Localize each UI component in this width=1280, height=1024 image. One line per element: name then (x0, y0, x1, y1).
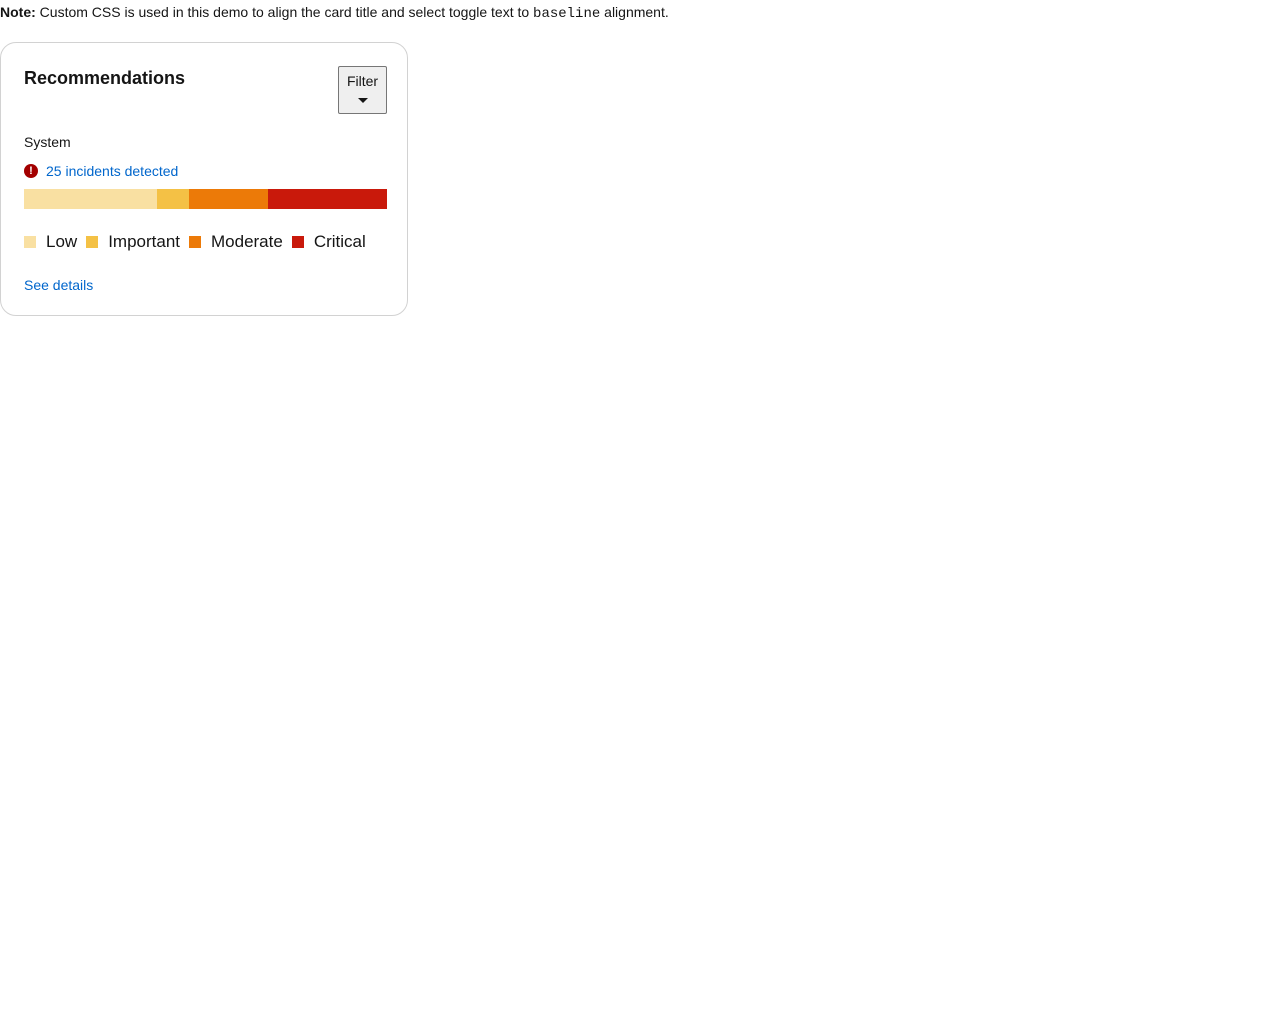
see-details-link[interactable]: See details (24, 277, 94, 293)
severity-legend: Low Important Moderate Critical (24, 230, 366, 254)
incidents-link[interactable]: 25 incidents detected (46, 163, 179, 179)
note-text-after: alignment. (600, 4, 669, 20)
incidents-row: ! 25 incidents detected (24, 162, 178, 180)
demo-note: Note: Custom CSS is used in this demo to… (0, 3, 669, 23)
legend-swatch-critical (291, 236, 304, 248)
system-label: System (24, 134, 71, 150)
legend-label: Moderate (211, 232, 283, 251)
legend-item-critical: Critical (291, 231, 366, 253)
filter-select-toggle[interactable]: Filter (338, 66, 387, 114)
severity-segment-important (157, 189, 189, 209)
legend-swatch-low (24, 236, 36, 248)
severity-segment-critical (267, 189, 387, 209)
severity-progress-bar (24, 189, 387, 209)
legend-label: Low (46, 232, 78, 251)
legend-swatch-moderate (189, 236, 201, 248)
legend-item-low: Low (24, 231, 77, 253)
legend-item-important: Important (86, 231, 180, 253)
exclamation-circle-icon: ! (24, 164, 38, 178)
note-label: Note: (0, 4, 36, 20)
recommendations-card: Recommendations Filter System ! 25 incid… (0, 42, 408, 316)
legend-label: Critical (313, 232, 366, 251)
severity-segment-low (24, 189, 157, 209)
card-title: Recommendations (24, 68, 186, 88)
severity-segment-moderate (189, 189, 268, 209)
note-code: baseline (533, 6, 601, 22)
filter-label: Filter (346, 73, 379, 89)
legend-swatch-important (86, 236, 99, 248)
legend-item-moderate: Moderate (189, 231, 283, 253)
legend-label: Important (108, 232, 180, 251)
caret-down-icon (358, 98, 368, 103)
note-text-before: Custom CSS is used in this demo to align… (35, 4, 534, 20)
